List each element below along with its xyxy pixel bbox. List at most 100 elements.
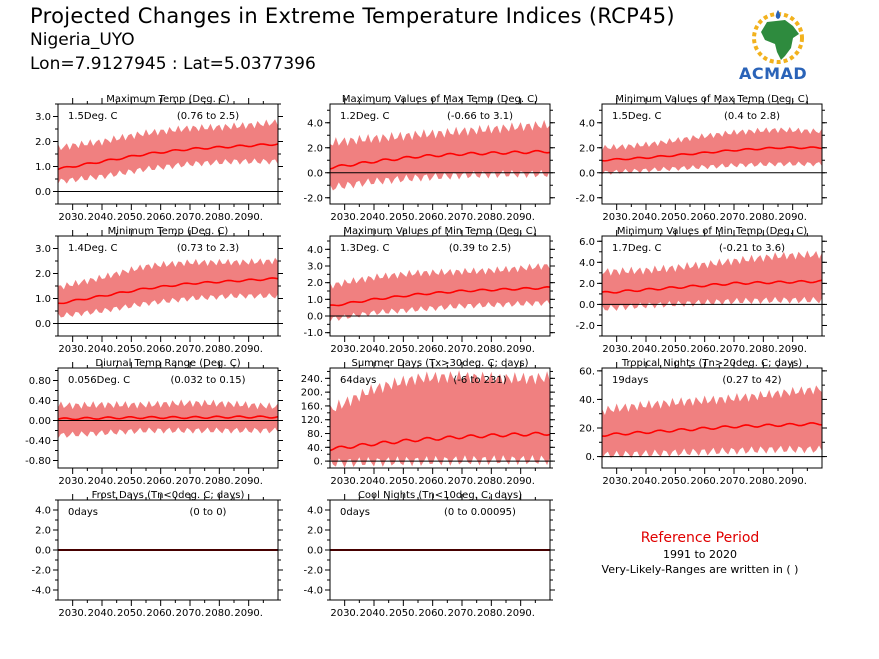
- chart-value: 0.056Deg. C: [68, 375, 130, 386]
- y-tick-label: 3.0: [307, 262, 323, 273]
- x-tick-label: 2080.: [749, 476, 778, 487]
- x-tick-label: 2050.: [661, 476, 690, 487]
- chart-range: (0.73 to 2.3): [177, 243, 239, 254]
- chart-range: (-6 to 231): [453, 375, 506, 386]
- x-tick-label: 2090.: [234, 344, 263, 355]
- chart-title: Minimum Values of Min Temp (Deg. C): [617, 226, 807, 237]
- x-tick-label: 2090.: [778, 344, 807, 355]
- y-tick-label: -2.0: [575, 193, 595, 204]
- chart-panel: -4.0 -2.0 0.0 2.0 4.0 2030. 2040. 2050. 2060. 207…: [303, 490, 555, 619]
- page-title: Projected Changes in Extreme Temperature…: [30, 4, 675, 28]
- y-tick-label: 4.0: [307, 506, 323, 517]
- mean-line: [601, 279, 823, 294]
- x-tick-label: 2060.: [418, 608, 447, 619]
- chart-value: 1.4Deg. C: [68, 243, 117, 254]
- chart-panel: -0.80 -0.40 0.00 0.40 0.80 2030. 2040. 2050. 206…: [25, 358, 283, 487]
- x-tick-label: 2060.: [418, 212, 447, 223]
- range-band: [330, 263, 550, 323]
- x-tick-label: 2050.: [117, 344, 146, 355]
- x-tick-label: 2080.: [205, 344, 234, 355]
- x-tick-label: 2050.: [117, 476, 146, 487]
- x-tick-label: 2040.: [360, 212, 389, 223]
- y-tick-label: 0.0: [307, 546, 323, 557]
- x-tick-label: 2060.: [690, 212, 719, 223]
- range-band: [330, 370, 550, 468]
- acmad-logo: [752, 10, 804, 64]
- y-tick-label: 4.0: [307, 118, 323, 129]
- plot-frame: [601, 367, 823, 469]
- x-tick-label: 2030.: [602, 212, 631, 223]
- y-tick-label: 160.: [301, 401, 323, 412]
- acmad-logo-text: ACMAD: [739, 64, 808, 83]
- x-tick-label: 2070.: [448, 608, 477, 619]
- x-tick-label: 2030.: [58, 476, 87, 487]
- chart-panel: -2.0 0.0 2.0 4.0 6.0 2030. 2040. 2050. 2060. 2070…: [575, 226, 827, 355]
- range-band: [58, 399, 278, 439]
- x-tick-label: 2040.: [88, 344, 117, 355]
- x-tick-label: 2060.: [146, 608, 175, 619]
- reference-period-note: Very-Likely-Ranges are written in ( ): [601, 563, 799, 576]
- x-tick-label: 2030.: [58, 608, 87, 619]
- chart-panel: 0.40.80.120.160.200.240.2030. 2040. 2050. 2…: [301, 358, 555, 487]
- chart-title: Diurnal Temp Range (Deg. C): [95, 358, 240, 369]
- x-tick-label: 2060.: [146, 344, 175, 355]
- chart-panel: 0.0 1.0 2.0 3.0 2030. 2040. 2050. 2060. 2070. 208…: [35, 226, 283, 355]
- chart-value: 19days: [612, 375, 648, 386]
- x-tick-label: 2030.: [330, 608, 359, 619]
- mean-line: [57, 143, 279, 171]
- plot-frame: [329, 235, 551, 337]
- chart-value: 64days: [340, 375, 376, 386]
- plot-frame: [329, 367, 551, 469]
- y-tick-label: 2.0: [579, 279, 595, 290]
- x-tick-label: 2080.: [205, 212, 234, 223]
- reference-period-title: Reference Period: [640, 530, 760, 546]
- range-band: [602, 385, 822, 460]
- chart-range: (0 to 0.00095): [444, 507, 516, 518]
- chart-title: Summer Days (Tx>30deg. C; days): [351, 358, 528, 369]
- chart-value: 1.7Deg. C: [612, 243, 661, 254]
- y-tick-label: 2.0: [307, 526, 323, 537]
- x-tick-label: 2040.: [88, 212, 117, 223]
- x-tick-label: 2080.: [477, 608, 506, 619]
- y-tick-label: -2.0: [303, 193, 323, 204]
- x-tick-label: 2060.: [146, 212, 175, 223]
- x-tick-label: 2090.: [234, 476, 263, 487]
- y-tick-label: 0.0: [35, 319, 51, 330]
- x-tick-label: 2040.: [88, 608, 117, 619]
- y-tick-label: 0.0: [579, 168, 595, 179]
- y-tick-label: 40.: [307, 443, 323, 454]
- x-tick-label: 2050.: [389, 212, 418, 223]
- y-tick-label: 0.: [585, 452, 595, 463]
- x-tick-label: 2070.: [448, 344, 477, 355]
- mean-line: [601, 146, 823, 162]
- y-tick-label: 0.0: [35, 546, 51, 557]
- x-tick-label: 2050.: [389, 476, 418, 487]
- x-tick-label: 2030.: [330, 476, 359, 487]
- reference-period-years: 1991 to 2020: [662, 548, 738, 561]
- x-tick-label: 2060.: [146, 476, 175, 487]
- chart-range: (-0.21 to 3.6): [719, 243, 785, 254]
- water-drop-icon: [775, 10, 781, 19]
- y-tick-label: 0.00: [29, 416, 51, 427]
- x-tick-label: 2060.: [418, 476, 447, 487]
- y-tick-label: 4.0: [579, 118, 595, 129]
- x-tick-label: 2080.: [749, 212, 778, 223]
- x-tick-label: 2080.: [205, 476, 234, 487]
- y-tick-label: 0.80: [29, 376, 51, 387]
- y-tick-label: 4.0: [35, 506, 51, 517]
- coordinates-label: Lon=7.9127945 : Lat=5.0377396: [30, 54, 316, 74]
- x-tick-label: 2070.: [448, 476, 477, 487]
- chart-title: Minimum Values of Max Temp (Deg. C): [615, 94, 808, 105]
- x-tick-label: 2030.: [330, 344, 359, 355]
- y-tick-label: 120.: [301, 415, 323, 426]
- x-tick-label: 2070.: [448, 212, 477, 223]
- y-tick-label: 2.0: [35, 269, 51, 280]
- x-tick-label: 2080.: [205, 608, 234, 619]
- x-tick-label: 2090.: [778, 212, 807, 223]
- y-tick-label: -1.0: [303, 328, 323, 339]
- y-tick-label: -0.80: [25, 456, 51, 467]
- chart-title: Maximum Temp (Deg. C): [106, 94, 230, 105]
- y-tick-label: 2.0: [579, 143, 595, 154]
